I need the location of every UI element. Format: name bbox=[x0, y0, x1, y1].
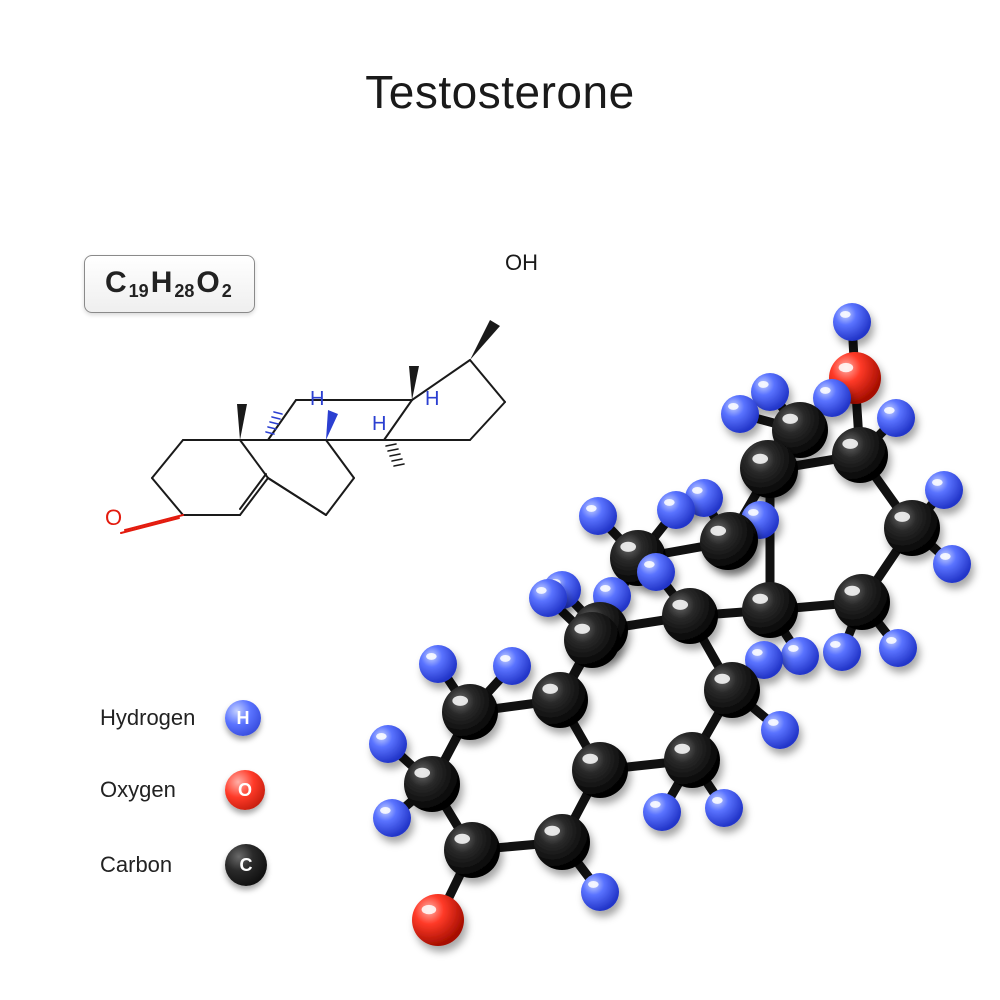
legend-row-hydrogen: Hydrogen H bbox=[100, 700, 267, 736]
legend-label: Hydrogen bbox=[100, 705, 225, 731]
legend-row-carbon: Carbon C bbox=[100, 844, 267, 886]
hydrogen-icon: H bbox=[225, 700, 261, 736]
legend-row-oxygen: Oxygen O bbox=[100, 770, 267, 810]
molecule-infographic: Testosterone C 19 H 28 O 2 OHOHHH bbox=[0, 0, 1000, 1000]
legend: Hydrogen H Oxygen O Carbon C bbox=[100, 700, 267, 920]
oxygen-icon: O bbox=[225, 770, 265, 810]
legend-label: Carbon bbox=[100, 852, 225, 878]
legend-label: Oxygen bbox=[100, 777, 225, 803]
carbon-icon: C bbox=[225, 844, 267, 886]
